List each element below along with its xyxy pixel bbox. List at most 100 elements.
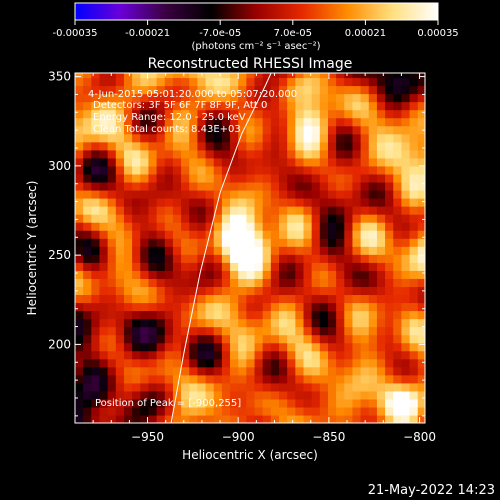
heatmap-cell: [270, 286, 280, 296]
heatmap-cell: [221, 214, 231, 223]
heatmap-cell: [238, 414, 247, 423]
heatmap-cell: [132, 214, 141, 223]
annotation-clean-counts: Clean Total counts: 8.43E+03: [93, 124, 241, 135]
heatmap-cell: [189, 262, 199, 271]
heatmap-cell: [270, 181, 280, 191]
heatmap-cell: [311, 77, 321, 87]
heatmap-cell: [352, 189, 362, 199]
heatmap-cell: [327, 278, 337, 287]
heatmap-cell: [123, 206, 133, 215]
heatmap-cell: [205, 93, 215, 103]
heatmap-cell: [83, 206, 92, 215]
heatmap-cell: [319, 262, 329, 271]
heatmap-cell: [213, 334, 223, 344]
heatmap-cell: [352, 181, 362, 191]
heatmap-cell: [327, 117, 337, 127]
heatmap-cell: [417, 93, 425, 103]
heatmap-cell: [181, 334, 190, 344]
heatmap-cell: [360, 109, 370, 119]
heatmap-cell: [262, 238, 272, 247]
heatmap-cell: [385, 125, 394, 135]
heatmap-cell: [417, 414, 425, 423]
heatmap-cell: [99, 206, 109, 215]
heatmap-cell: [99, 222, 109, 231]
heatmap-cell: [336, 85, 345, 95]
heatmap-cell: [401, 310, 411, 320]
heatmap-cell: [107, 270, 117, 279]
heatmap-cell: [409, 310, 419, 320]
heatmap-cell: [376, 109, 386, 119]
heatmap-cell: [303, 157, 313, 167]
heatmap-cell: [344, 77, 354, 87]
heatmap-cell: [393, 73, 403, 79]
heatmap-cell: [376, 157, 386, 167]
heatmap-cell: [246, 390, 256, 400]
heatmap-cell: [230, 214, 239, 223]
heatmap-cell: [360, 390, 370, 400]
heatmap-cell: [287, 374, 296, 384]
heatmap-cell: [156, 318, 166, 328]
heatmap-cell: [401, 366, 411, 376]
heatmap-cell: [279, 270, 288, 279]
heatmap-cell: [75, 342, 84, 352]
heatmap-cell: [221, 238, 231, 247]
heatmap-cell: [132, 206, 141, 215]
heatmap-cell: [213, 77, 223, 87]
heatmap-cell: [164, 366, 174, 376]
heatmap-cell: [172, 206, 182, 215]
heatmap-cell: [115, 414, 125, 423]
heatmap-cell: [205, 382, 215, 392]
heatmap-cell: [181, 294, 190, 304]
heatmap-cell: [213, 326, 223, 336]
heatmap-cell: [238, 230, 247, 239]
heatmap-cell: [221, 246, 231, 255]
heatmap-cell: [148, 286, 158, 296]
heatmap-cell: [279, 278, 288, 287]
heatmap-cell: [246, 85, 256, 95]
heatmap-cell: [376, 149, 386, 159]
heatmap-cell: [99, 189, 109, 199]
heatmap-cell: [262, 366, 272, 376]
heatmap-cell: [213, 246, 223, 255]
heatmap-cell: [336, 318, 345, 328]
heatmap-cell: [393, 117, 403, 127]
heatmap-cell: [75, 382, 84, 392]
heatmap-cell: [75, 374, 84, 384]
heatmap-cell: [156, 270, 166, 279]
heatmap-cell: [205, 173, 215, 183]
heatmap-cell: [417, 342, 425, 352]
heatmap-cell: [336, 222, 345, 231]
heatmap-cell: [287, 246, 296, 255]
heatmap-cell: [205, 141, 215, 151]
heatmap-cell: [107, 181, 117, 191]
heatmap-cell: [352, 374, 362, 384]
heatmap-cell: [75, 73, 84, 79]
heatmap-cell: [262, 85, 272, 95]
heatmap-cell: [213, 165, 223, 175]
heatmap-cell: [254, 117, 264, 127]
heatmap-cell: [319, 101, 329, 111]
heatmap-cell: [303, 165, 313, 175]
heatmap-cell: [417, 278, 425, 287]
heatmap-cell: [132, 326, 141, 336]
heatmap-cell: [246, 382, 256, 392]
heatmap-cell: [156, 366, 166, 376]
heatmap-cell: [246, 406, 256, 416]
heatmap-cell: [254, 125, 264, 135]
heatmap-cell: [319, 358, 329, 368]
heatmap-cell: [417, 310, 425, 320]
heatmap-cell: [319, 181, 329, 191]
heatmap-cell: [270, 326, 280, 336]
heatmap-cell: [385, 77, 394, 87]
heatmap-cell: [295, 238, 305, 247]
heatmap-cell: [385, 73, 394, 79]
heatmap-cell: [164, 73, 174, 79]
heatmap-cell: [376, 77, 386, 87]
heatmap-cell: [327, 398, 337, 408]
heatmap-cell: [319, 390, 329, 400]
heatmap-cell: [393, 278, 403, 287]
heatmap-cell: [279, 181, 288, 191]
heatmap-cell: [238, 189, 247, 199]
heatmap-cell: [140, 318, 150, 328]
heatmap-cell: [409, 406, 419, 416]
